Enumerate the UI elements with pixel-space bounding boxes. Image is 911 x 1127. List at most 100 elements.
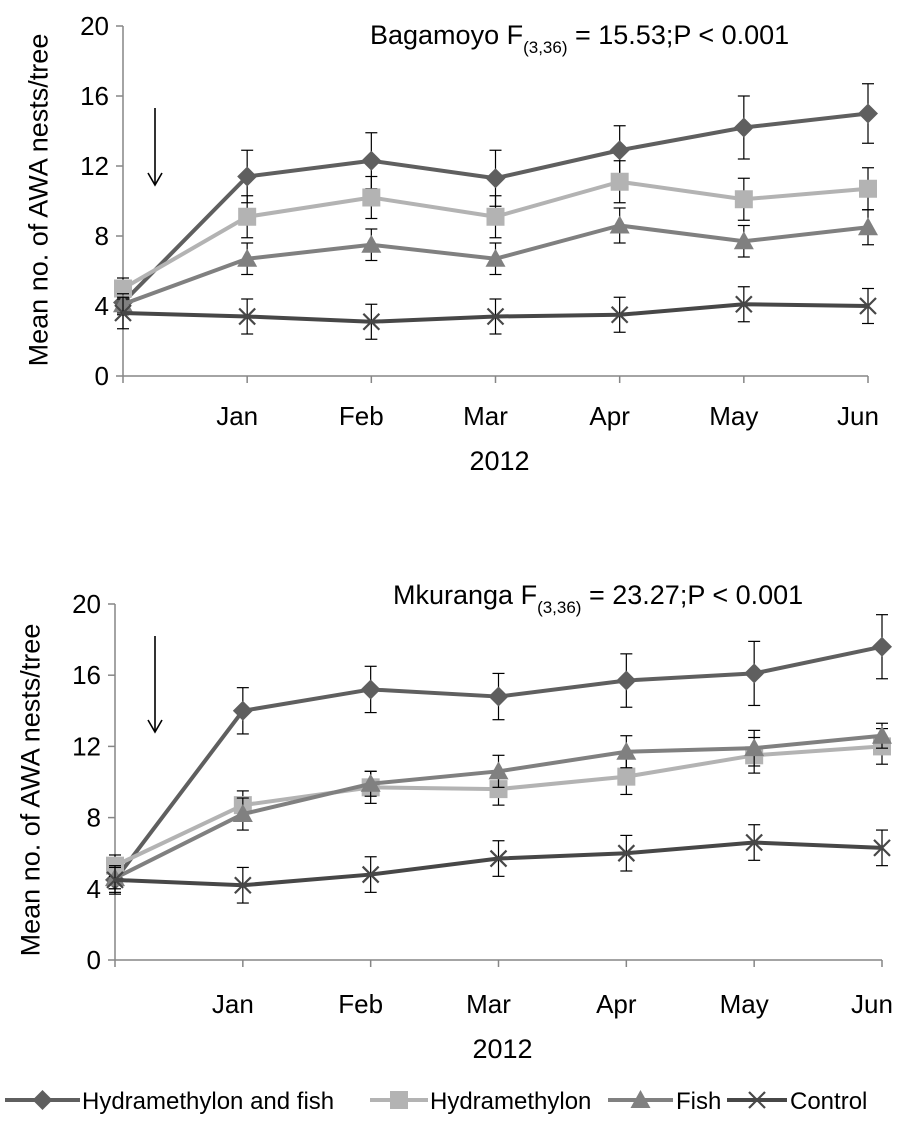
series-control	[106, 824, 891, 904]
data-point	[859, 179, 877, 198]
marker-stroke	[873, 839, 891, 857]
marker-stroke	[361, 865, 380, 884]
y-tick-label: 12	[80, 151, 109, 181]
y-tick-label: 8	[87, 803, 101, 833]
data-point	[735, 295, 753, 314]
data-point	[610, 172, 629, 191]
x-tick-label: Apr	[589, 401, 630, 431]
x-tick-label: Jun	[851, 989, 893, 1019]
treatment-arrow-icon	[147, 636, 163, 734]
marker-stroke	[486, 307, 505, 326]
y-tick-label: 8	[95, 221, 109, 251]
data-point	[733, 231, 754, 250]
x-tick-label: Mar	[463, 401, 508, 431]
data-point	[237, 248, 258, 267]
y-tick-label: 16	[72, 660, 101, 690]
marker-stroke	[106, 871, 124, 889]
y-tick-label: 0	[95, 361, 109, 391]
marker-stroke	[489, 849, 508, 868]
annotation-subscript: (3,36)	[537, 598, 581, 617]
y-tick-label: 12	[72, 731, 101, 761]
arrow-head	[147, 719, 163, 734]
data-point	[488, 686, 509, 707]
y-tick-label: 4	[95, 291, 109, 321]
data-point	[237, 166, 258, 187]
stats-annotation: Bagamoyo F(3,36) = 15.53;P < 0.001	[370, 20, 789, 57]
x-axis-title: 2012	[472, 1034, 532, 1064]
legend: Hydramethylon and fish Hydramethylon Fish C…	[5, 1088, 867, 1115]
panel-bagamoyo: 0 4 8 12 16 20 Jan Feb Mar Apr May Jun 2012 Mean no. …	[23, 11, 879, 476]
marker-stroke	[859, 297, 877, 315]
data-point	[610, 305, 629, 324]
data-point	[744, 738, 765, 757]
marker-stroke	[362, 312, 381, 331]
data-point	[617, 844, 636, 862]
data-point	[361, 234, 382, 253]
data-point	[616, 670, 637, 691]
annotation-subscript: (3,36)	[523, 38, 567, 57]
x-tick-label: Apr	[596, 989, 637, 1019]
data-point	[485, 248, 506, 267]
data-point	[361, 150, 382, 171]
legend-item-0: Hydramethylon and fish	[5, 1088, 334, 1115]
data-point	[362, 188, 381, 207]
legend-diamond-icon	[32, 1090, 53, 1110]
legend-triangle-icon	[630, 1090, 651, 1108]
x-tick-label: May	[709, 401, 758, 431]
data-point	[360, 679, 381, 700]
data-point	[485, 168, 506, 189]
data-point	[733, 117, 754, 138]
data-point	[232, 804, 253, 823]
data-point	[616, 741, 637, 760]
data-point	[489, 780, 508, 799]
x-tick-label: Jun	[837, 401, 879, 431]
data-point	[106, 871, 124, 889]
panel-mkuranga: 0 4 8 12 16 20 Jan Feb Mar Apr May Jun 2012 Mean no. …	[15, 580, 893, 1064]
data-point	[232, 700, 253, 721]
x-tick-label: Feb	[338, 989, 383, 1019]
series-hydramethylon	[114, 160, 877, 300]
y-axis-title: Mean no. of AWA nests/tree	[15, 624, 45, 957]
y-tick-label: 20	[80, 11, 109, 41]
data-point	[873, 839, 891, 857]
series-hydramethylon-and-fish	[113, 83, 878, 314]
data-point	[486, 307, 505, 326]
data-point	[234, 876, 252, 895]
data-point	[745, 833, 763, 852]
arrow-head	[147, 172, 163, 187]
data-point	[361, 865, 380, 884]
data-point	[362, 312, 381, 331]
marker-stroke	[735, 295, 753, 314]
legend-square-icon	[390, 1091, 408, 1109]
x-tick-label: May	[720, 989, 769, 1019]
marker-stroke	[745, 833, 763, 852]
marker-stroke	[748, 1091, 766, 1109]
data-point	[114, 279, 132, 298]
data-point	[858, 103, 878, 124]
marker-stroke	[238, 307, 256, 326]
marker-stroke	[234, 876, 252, 895]
x-axis-title: 2012	[469, 446, 529, 476]
legend-x-icon	[748, 1091, 766, 1109]
legend-item-1: Hydramethylon	[370, 1088, 591, 1115]
y-tick-label: 20	[72, 589, 101, 619]
annotation-suffix: = 15.53;P < 0.001	[568, 20, 790, 50]
legend-item-3: Control	[727, 1088, 867, 1115]
y-axis-title: Mean no. of AWA nests/tree	[23, 34, 53, 367]
data-point	[734, 190, 753, 209]
x-tick-label: Mar	[466, 989, 511, 1019]
stats-annotation: Mkuranga F(3,36) = 23.27;P < 0.001	[393, 580, 803, 617]
data-point	[238, 207, 257, 226]
legend-label: Fish	[676, 1088, 721, 1115]
data-point	[238, 307, 256, 326]
y-tick-label: 16	[80, 81, 109, 111]
data-point	[488, 761, 509, 780]
x-tick-label: Jan	[212, 989, 254, 1019]
annotation-prefix: Bagamoyo F	[370, 20, 523, 50]
legend-item-2: Fish	[608, 1088, 721, 1115]
marker-stroke	[610, 305, 629, 324]
data-point	[859, 297, 877, 315]
series-control	[114, 286, 877, 340]
